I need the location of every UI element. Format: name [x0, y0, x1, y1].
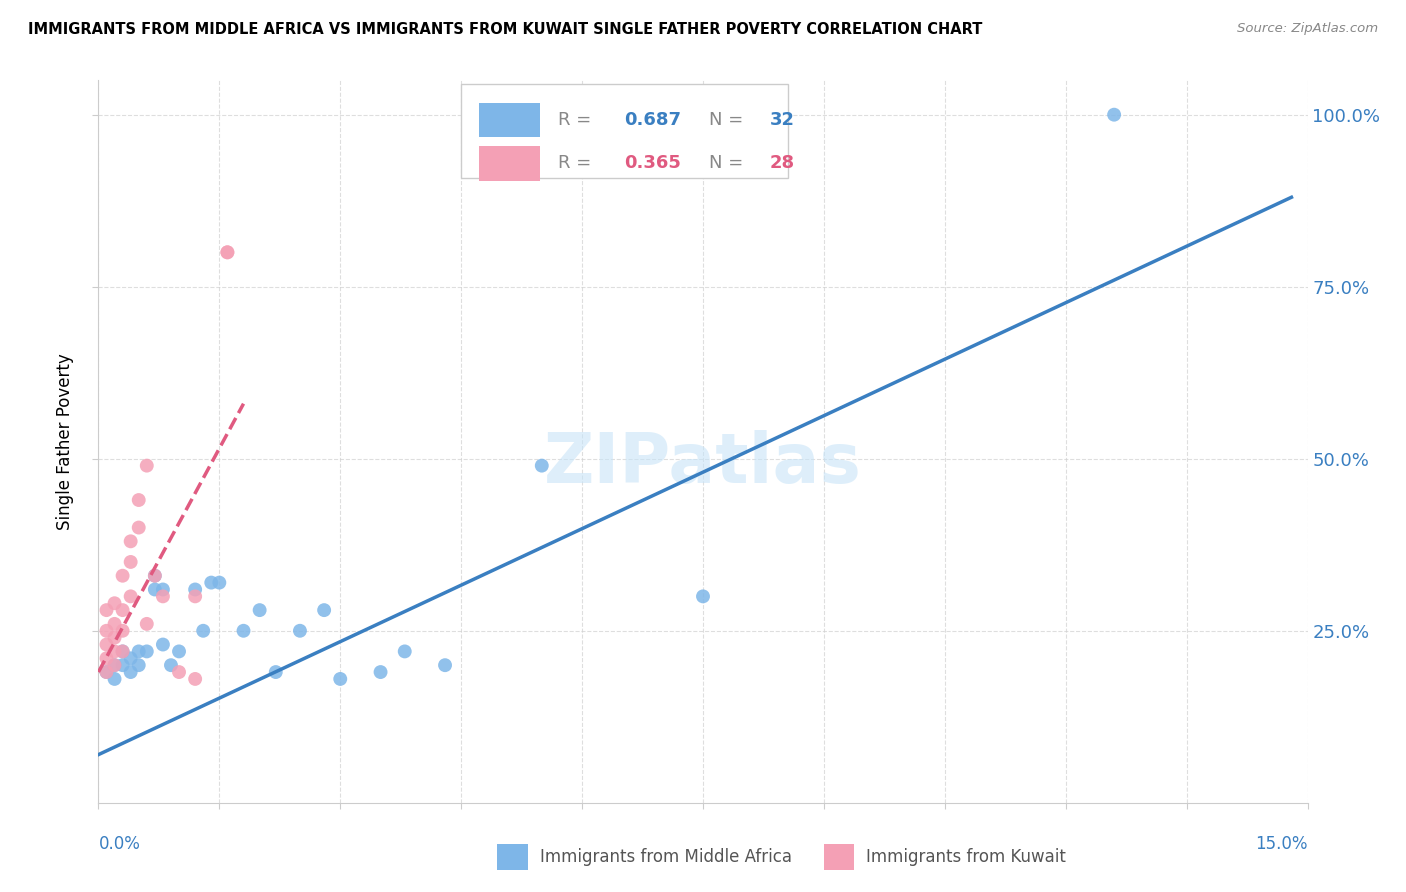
Bar — [479, 146, 540, 181]
Point — [184, 590, 207, 604]
Point — [530, 458, 553, 473]
Point — [96, 624, 118, 638]
Point — [120, 651, 142, 665]
Point — [135, 616, 157, 631]
Point — [143, 568, 166, 582]
Point — [103, 631, 125, 645]
Text: 0.0%: 0.0% — [98, 835, 141, 854]
Point — [128, 493, 150, 508]
Point — [217, 245, 239, 260]
Point — [128, 644, 150, 658]
Text: 28: 28 — [769, 154, 794, 172]
Point — [103, 616, 125, 631]
Text: 15.0%: 15.0% — [1256, 835, 1308, 854]
Point — [692, 590, 714, 604]
Point — [314, 603, 336, 617]
Point — [167, 665, 190, 679]
Point — [111, 644, 134, 658]
Point — [96, 665, 118, 679]
Point — [167, 644, 190, 658]
Bar — [479, 103, 540, 137]
Point — [103, 658, 125, 673]
Point — [120, 555, 142, 569]
Text: IMMIGRANTS FROM MIDDLE AFRICA VS IMMIGRANTS FROM KUWAIT SINGLE FATHER POVERTY CO: IMMIGRANTS FROM MIDDLE AFRICA VS IMMIGRA… — [28, 22, 983, 37]
Point — [128, 520, 150, 534]
Text: Immigrants from Kuwait: Immigrants from Kuwait — [866, 848, 1066, 866]
Point — [103, 644, 125, 658]
Point — [160, 658, 183, 673]
Point — [217, 245, 239, 260]
Point — [434, 658, 457, 673]
Point — [193, 624, 215, 638]
Point — [103, 596, 125, 610]
Bar — [461, 84, 787, 178]
Point — [288, 624, 311, 638]
Point — [103, 658, 125, 673]
Point — [96, 665, 118, 679]
Point — [103, 672, 125, 686]
Point — [200, 575, 222, 590]
Text: 0.365: 0.365 — [624, 154, 682, 172]
Point — [111, 644, 134, 658]
Point — [111, 603, 134, 617]
Y-axis label: Single Father Poverty: Single Father Poverty — [56, 353, 75, 530]
Text: 0.687: 0.687 — [624, 111, 682, 129]
Text: 32: 32 — [769, 111, 794, 129]
Point — [152, 590, 174, 604]
Bar — [824, 845, 855, 870]
Point — [128, 658, 150, 673]
Text: Immigrants from Middle Africa: Immigrants from Middle Africa — [540, 848, 792, 866]
Point — [329, 672, 352, 686]
Point — [143, 582, 166, 597]
Bar — [498, 845, 527, 870]
Point — [264, 665, 287, 679]
Text: N =: N = — [709, 154, 749, 172]
Point — [143, 568, 166, 582]
Point — [208, 575, 231, 590]
Text: Source: ZipAtlas.com: Source: ZipAtlas.com — [1237, 22, 1378, 36]
Point — [120, 590, 142, 604]
Point — [120, 534, 142, 549]
Text: N =: N = — [709, 111, 749, 129]
Point — [232, 624, 254, 638]
Point — [111, 568, 134, 582]
Point — [184, 582, 207, 597]
Text: ZIPatlas: ZIPatlas — [544, 430, 862, 497]
Point — [184, 672, 207, 686]
Point — [96, 638, 118, 652]
Point — [135, 644, 157, 658]
Point — [394, 644, 416, 658]
Point — [135, 458, 157, 473]
Point — [152, 638, 174, 652]
Point — [1102, 108, 1125, 122]
Point — [111, 624, 134, 638]
Point — [96, 603, 118, 617]
Point — [96, 651, 118, 665]
Point — [152, 582, 174, 597]
Text: R =: R = — [558, 154, 598, 172]
Point — [111, 658, 134, 673]
Text: R =: R = — [558, 111, 598, 129]
Point — [120, 665, 142, 679]
Point — [370, 665, 392, 679]
Point — [249, 603, 271, 617]
